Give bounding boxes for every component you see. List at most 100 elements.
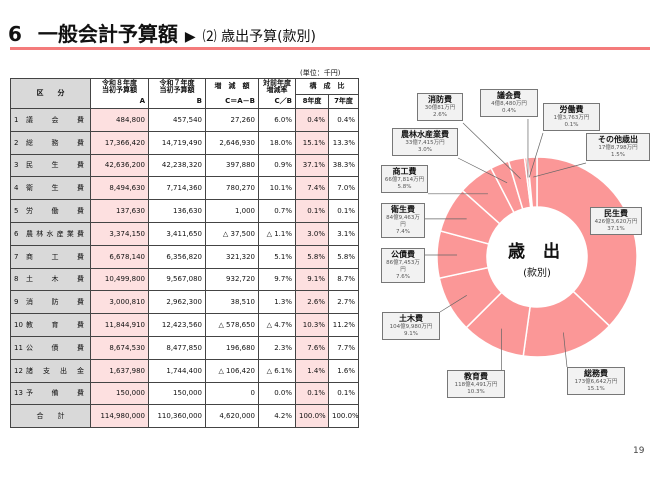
cell-a: 3,000,810 (90, 290, 149, 315)
row-number: 13 (14, 389, 23, 398)
slice-label: 議会費 4億8,480万円 0.4% (480, 89, 538, 117)
row-number: 4 (14, 184, 19, 193)
cell-a: 17,366,420 (90, 130, 149, 155)
row-number: 9 (14, 298, 19, 307)
row-number: 7 (14, 252, 19, 261)
row-name: 予 備 費 (26, 389, 84, 398)
header-category: 区 分 (10, 78, 91, 109)
slice-percent: 7.6% (396, 274, 410, 280)
slice-label: 農林水産業費 33億7,415万円 3.0% (392, 128, 458, 156)
header-c-sub: C＝A－B (205, 94, 259, 109)
leader-line (533, 162, 587, 178)
cell-r8: 1.4% (295, 358, 329, 383)
header-a-sub: A (90, 94, 149, 109)
slice-percent: 7.4% (396, 229, 410, 235)
row-name: 労 働 費 (26, 207, 84, 216)
cell-a: 484,800 (90, 108, 149, 132)
cell-r7: 38.3% (328, 153, 359, 178)
header-c: 増 減 額 (205, 78, 259, 95)
page-number: 19 (633, 446, 645, 456)
table-row: 6 農林水産業費 3,374,150 3,411,650 △ 37,500 △ 1.1% 3… (10, 221, 359, 246)
slice-name: 公債費 (391, 250, 415, 259)
row-number: 8 (14, 275, 19, 284)
row-name: 衛 生 費 (26, 184, 84, 193)
row-number: 5 (14, 207, 19, 216)
row-category: 4 衛 生 費 (10, 176, 91, 201)
cell-r8: 0.4% (295, 108, 329, 132)
slice-name: その他歳出 (598, 135, 638, 144)
header-b: 令和７年度 当初予算額 (148, 78, 206, 95)
title-underline (10, 47, 650, 50)
cell-r8: 7.4% (295, 176, 329, 201)
slice-label: 公債費 86億7,453万円 7.6% (381, 248, 425, 283)
slice-amount: 426億3,620万円 (594, 219, 638, 225)
slice-amount: 4億8,480万円 (491, 101, 527, 107)
slice-percent: 1.5% (611, 152, 625, 158)
row-category: 2 総 務 費 (10, 130, 91, 155)
row-category: 6 農林水産業費 (10, 221, 91, 246)
row-number: 6 (14, 229, 19, 238)
leader-line (528, 132, 544, 178)
cell-r8: 100.0% (295, 404, 329, 429)
cell-cb: 4.2% (258, 404, 296, 429)
row-category: 7 商 工 費 (10, 244, 91, 269)
row-name: 合 計 (36, 412, 65, 421)
slice-name: 衛生費 (391, 205, 415, 214)
row-name: 商 工 費 (26, 252, 84, 261)
section-number: 6 (8, 22, 22, 46)
slice-amount: 173億6,642万円 (574, 379, 618, 385)
slice-amount: 17億8,798万円 (598, 145, 638, 151)
cell-a: 114,980,000 (90, 404, 149, 429)
row-number: 1 (14, 115, 19, 124)
row-category: 1 議 会 費 (10, 108, 91, 132)
header-r7: 7年度 (328, 94, 359, 109)
row-category: 12 諸 支 出 金 (10, 358, 91, 383)
header-a: 令和８年度 当初予算額 (90, 78, 149, 95)
slice-label: 衛生費 84億9,463万円 7.4% (381, 203, 425, 238)
slice-name: 農林水産業費 (401, 130, 449, 139)
slice-label: 労働費 1億3,763万円 0.1% (543, 103, 600, 131)
slice-amount: 30億81万円 (424, 105, 456, 111)
row-category: 8 土 木 費 (10, 267, 91, 292)
cell-r8: 2.6% (295, 290, 329, 315)
cell-r7: 2.7% (328, 290, 359, 315)
center-subtitle: (款別) (523, 268, 551, 279)
row-name: 議 会 費 (26, 115, 84, 124)
row-number: 3 (14, 161, 19, 170)
table-row: 11 公 債 費 8,674,530 8,477,850 196,680 2.3% 7.6%… (10, 335, 359, 360)
slice-percent: 15.1% (587, 386, 605, 392)
slice-label: 総務費 173億6,642万円 15.1% (567, 367, 625, 395)
slice-percent: 0.4% (502, 108, 516, 114)
row-category: 10 教 育 費 (10, 313, 91, 337)
slice-name: 土木費 (399, 314, 423, 323)
row-name: 諸 支 出 金 (26, 366, 84, 375)
subtitle-text: ⑵ 歳出予算(款別) (202, 29, 317, 45)
slice-percent: 10.3% (467, 389, 485, 395)
unit-label: (単位：千円) (300, 69, 341, 77)
slice-amount: 66億7,814万円 (384, 177, 425, 183)
cell-r8: 9.1% (295, 267, 329, 292)
slice-name: 総務費 (584, 369, 608, 378)
slice-name: 教育費 (464, 372, 488, 381)
cell-r8: 5.8% (295, 244, 329, 269)
budget-table: 区 分 令和８年度 当初予算額 令和７年度 当初予算額 増 減 額 対前年度 増… (10, 78, 359, 429)
slice-label: 教育費 118億4,491万円 10.3% (447, 370, 505, 398)
slice-label: 土木費 104億9,980万円 9.1% (382, 312, 440, 340)
leader-line (439, 295, 467, 313)
slice-name: 商工費 (392, 167, 417, 176)
slice-label: その他歳出 17億8,798万円 1.5% (586, 133, 650, 161)
table-row: 13 予 備 費 150,000 150,000 0 0.0% 0.1% 0.1% (10, 381, 359, 406)
row-name: 民 生 費 (26, 161, 84, 170)
row-category: 11 公 債 費 (10, 335, 91, 360)
slice-label: 消防費 30億81万円 2.6% (417, 93, 463, 121)
header-cb: 対前年度 増減率 (258, 78, 296, 95)
row-name: 総 務 費 (26, 138, 84, 147)
cell-a: 1,637,980 (90, 358, 149, 383)
row-name: 農林水産業費 (26, 229, 84, 238)
slice-percent: 2.6% (433, 112, 447, 118)
slice-amount: 86億7,453万円 (386, 260, 420, 273)
row-name: 教 育 費 (26, 321, 84, 330)
cell-r7: 8.7% (328, 267, 359, 292)
